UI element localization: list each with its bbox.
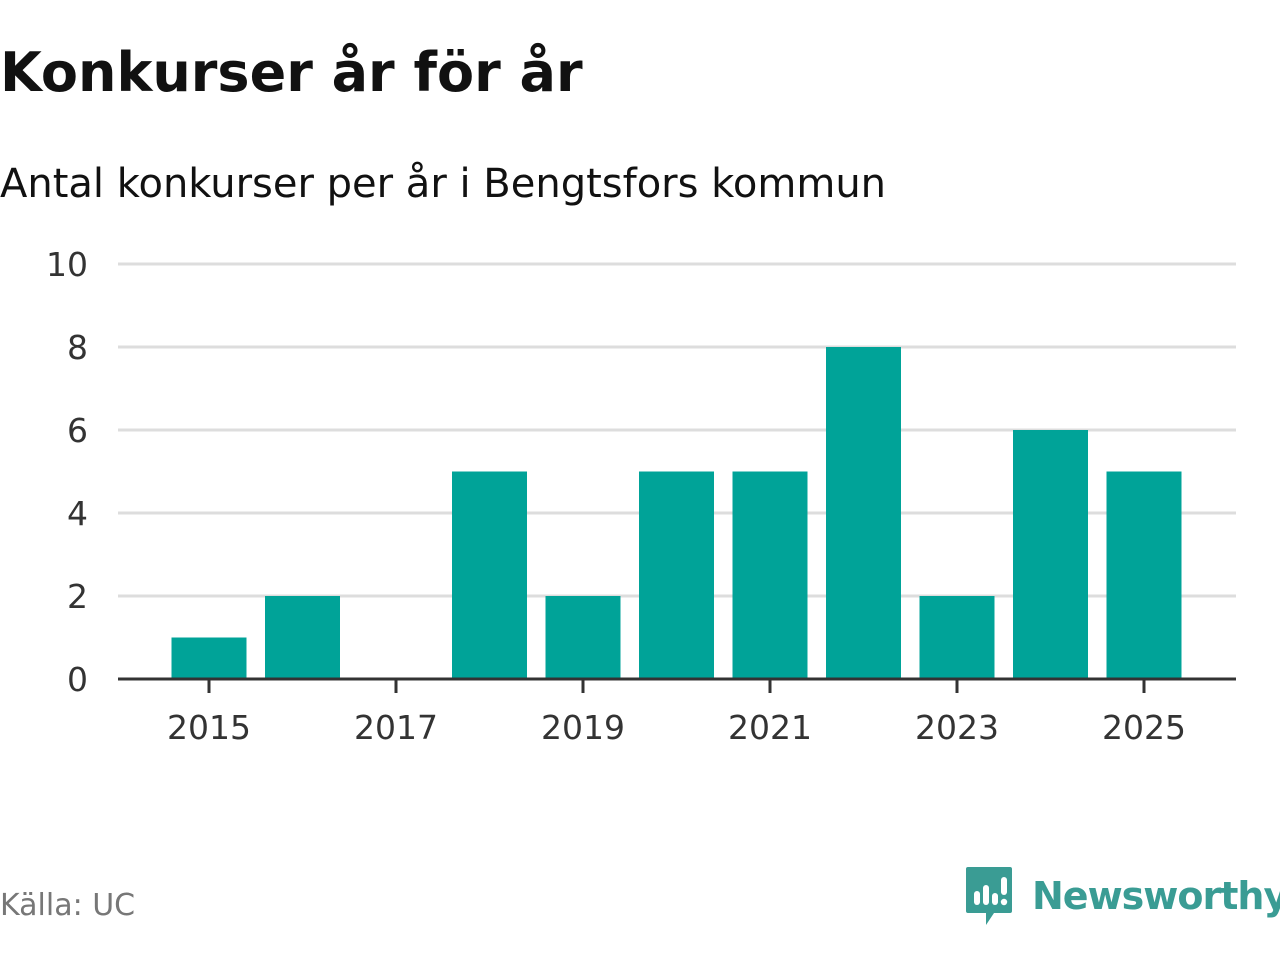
x-tick-labels: 2015 2017 2019 2021 2023 2025 (167, 708, 1186, 747)
newsworthy-logo-icon (966, 867, 1012, 925)
bar-2024 (1013, 430, 1088, 679)
bar-2020 (639, 471, 714, 679)
bar-2019 (545, 596, 621, 679)
y-tick-label: 8 (67, 328, 88, 367)
x-tick-label: 2021 (728, 708, 812, 747)
bar-chart: 0 2 4 6 8 10 2015 2017 2019 2021 2023 2025 (46, 245, 1236, 747)
y-tick-label: 10 (46, 245, 88, 284)
x-tick-label: 2017 (354, 708, 438, 747)
x-tick-label: 2023 (915, 708, 999, 747)
brand-logo: Newsworthy (964, 864, 1280, 928)
y-tick-label: 4 (67, 494, 88, 533)
x-tick-label: 2019 (541, 708, 625, 747)
brand-name: Newsworthy (1032, 874, 1280, 918)
y-tick-label: 6 (67, 411, 88, 450)
bar-2018 (452, 471, 527, 679)
bar-2015 (171, 637, 247, 679)
x-axis (118, 677, 1236, 693)
bar-2016 (265, 596, 340, 679)
source-note: Källa: UC (0, 888, 136, 923)
y-tick-label: 0 (67, 660, 88, 699)
bar-2022 (826, 347, 901, 679)
bars (171, 347, 1182, 679)
bar-2023 (919, 596, 995, 679)
chart-subtitle: Antal konkurser per år i Bengtsfors komm… (0, 161, 887, 207)
bar-2025 (1106, 471, 1182, 679)
x-tick-label: 2015 (167, 708, 251, 747)
bar-2021 (732, 471, 808, 679)
chart-title: Konkurser år för år (0, 41, 583, 104)
y-tick-label: 2 (67, 577, 88, 616)
x-tick-label: 2025 (1102, 708, 1186, 747)
y-tick-labels: 0 2 4 6 8 10 (46, 245, 88, 699)
